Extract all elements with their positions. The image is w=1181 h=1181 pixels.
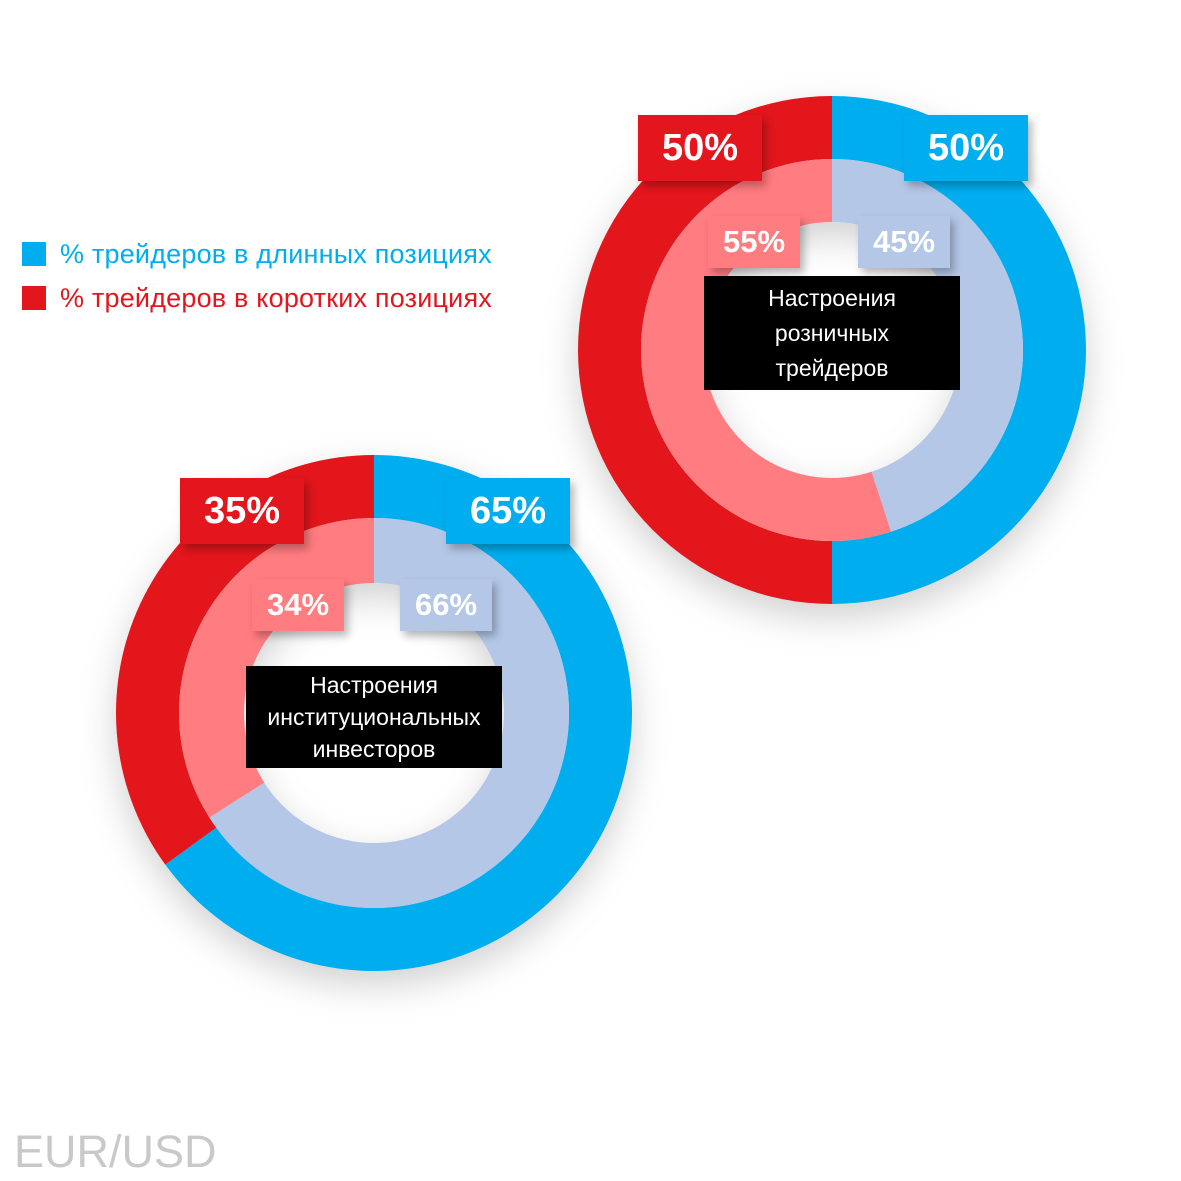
institutional-inner-ring-short-segment	[179, 518, 374, 818]
retail-title-line-1: Настроения	[768, 284, 896, 311]
institutional-inner-short-value: 34%	[252, 579, 344, 631]
legend-swatch-short	[22, 286, 46, 310]
legend-swatch-long	[22, 242, 46, 266]
retail-inner-ring-short-segment	[641, 159, 892, 541]
retail-inner-short-value: 55%	[708, 216, 800, 268]
legend-label-short: % трейдеров в коротких позициях	[60, 282, 492, 313]
institutional-outer-short-value: 35%	[180, 478, 304, 544]
retail-title-line-2: розничных	[774, 319, 890, 346]
institutional-title-line-1: Настроения	[310, 672, 438, 698]
legend-item-short: % трейдеров в коротких позициях	[22, 276, 492, 320]
retail-center-title: Настроения розничных трейдеров	[704, 276, 960, 390]
legend-label-long: % трейдеров в длинных позициях	[60, 238, 492, 269]
retail-inner-long-value: 45%	[858, 216, 950, 268]
institutional-inner-long-value: 66%	[400, 579, 492, 631]
institutional-outer-long-value: 65%	[446, 478, 570, 544]
retail-title-line-3: трейдеров	[775, 354, 889, 381]
legend: % трейдеров в длинных позициях % трейдер…	[22, 232, 492, 320]
institutional-title-line-3: инвесторов	[312, 736, 436, 762]
retail-traders-donut	[578, 96, 1086, 604]
retail-outer-ring-short-segment	[578, 96, 832, 604]
currency-pair-label: EUR/USD	[14, 1126, 217, 1177]
legend-item-long: % трейдеров в длинных позициях	[22, 232, 492, 276]
institutional-title-line-2: институциональных	[267, 704, 481, 730]
retail-inner-ring-long-segment	[832, 159, 1024, 532]
retail-outer-short-value: 50%	[638, 115, 762, 181]
institutional-center-title: Настроения институциональных инвесторов	[246, 666, 502, 768]
retail-outer-ring-long-segment	[832, 96, 1086, 604]
institutional-outer-ring-short-segment	[116, 455, 374, 865]
retail-outer-long-value: 50%	[904, 115, 1028, 181]
